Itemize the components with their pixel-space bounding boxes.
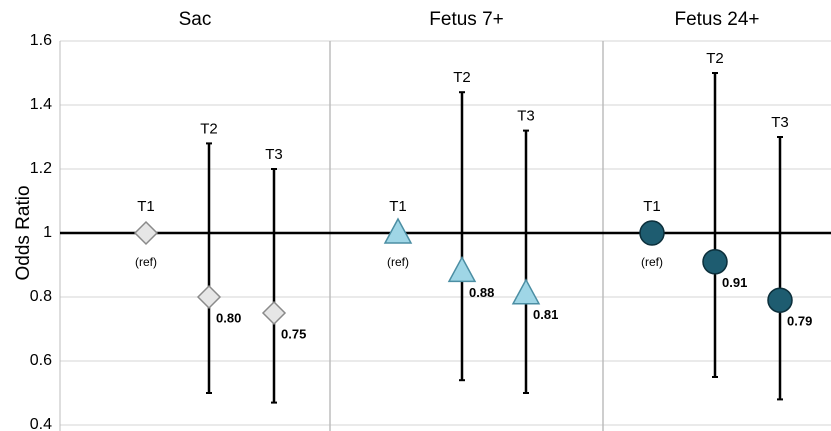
- value-label: 0.75: [281, 326, 306, 341]
- marker: [261, 300, 287, 326]
- category-label: T1: [389, 198, 407, 215]
- value-label: 0.88: [469, 285, 494, 300]
- marker: [383, 217, 413, 244]
- category-label: T2: [706, 50, 724, 67]
- marker: [767, 287, 793, 313]
- value-label: 0.81: [533, 307, 558, 322]
- y-tick-label: 1.6: [30, 32, 52, 49]
- reference-label: (ref): [135, 255, 157, 269]
- y-tick-label: 0.8: [30, 288, 52, 305]
- panel-title: Sac: [179, 9, 212, 30]
- y-tick-label: 0.6: [30, 352, 52, 369]
- marker: [511, 278, 541, 305]
- marker: [196, 284, 222, 310]
- marker: [702, 249, 728, 275]
- category-label: T1: [137, 198, 155, 215]
- y-axis-label: Odds Ratio: [13, 185, 34, 280]
- value-label: 0.80: [216, 310, 241, 325]
- y-tick-label: 0.4: [30, 416, 52, 431]
- category-label: T2: [453, 69, 471, 86]
- value-label: 0.79: [787, 314, 812, 329]
- category-label: T3: [771, 114, 789, 131]
- marker: [639, 220, 665, 246]
- marker: [133, 220, 159, 246]
- y-tick-label: 1.4: [30, 96, 52, 113]
- value-label: 0.91: [722, 275, 747, 290]
- category-label: T1: [643, 198, 661, 215]
- reference-label: (ref): [641, 255, 663, 269]
- panel-title: Fetus 7+: [429, 9, 503, 30]
- y-tick-label: 1.2: [30, 160, 52, 177]
- panel-title: Fetus 24+: [674, 9, 759, 30]
- category-label: T3: [265, 146, 283, 163]
- category-label: T3: [517, 108, 535, 125]
- marker: [447, 255, 477, 283]
- reference-label: (ref): [387, 255, 409, 269]
- category-label: T2: [200, 120, 218, 137]
- y-tick-label: 1: [43, 224, 52, 241]
